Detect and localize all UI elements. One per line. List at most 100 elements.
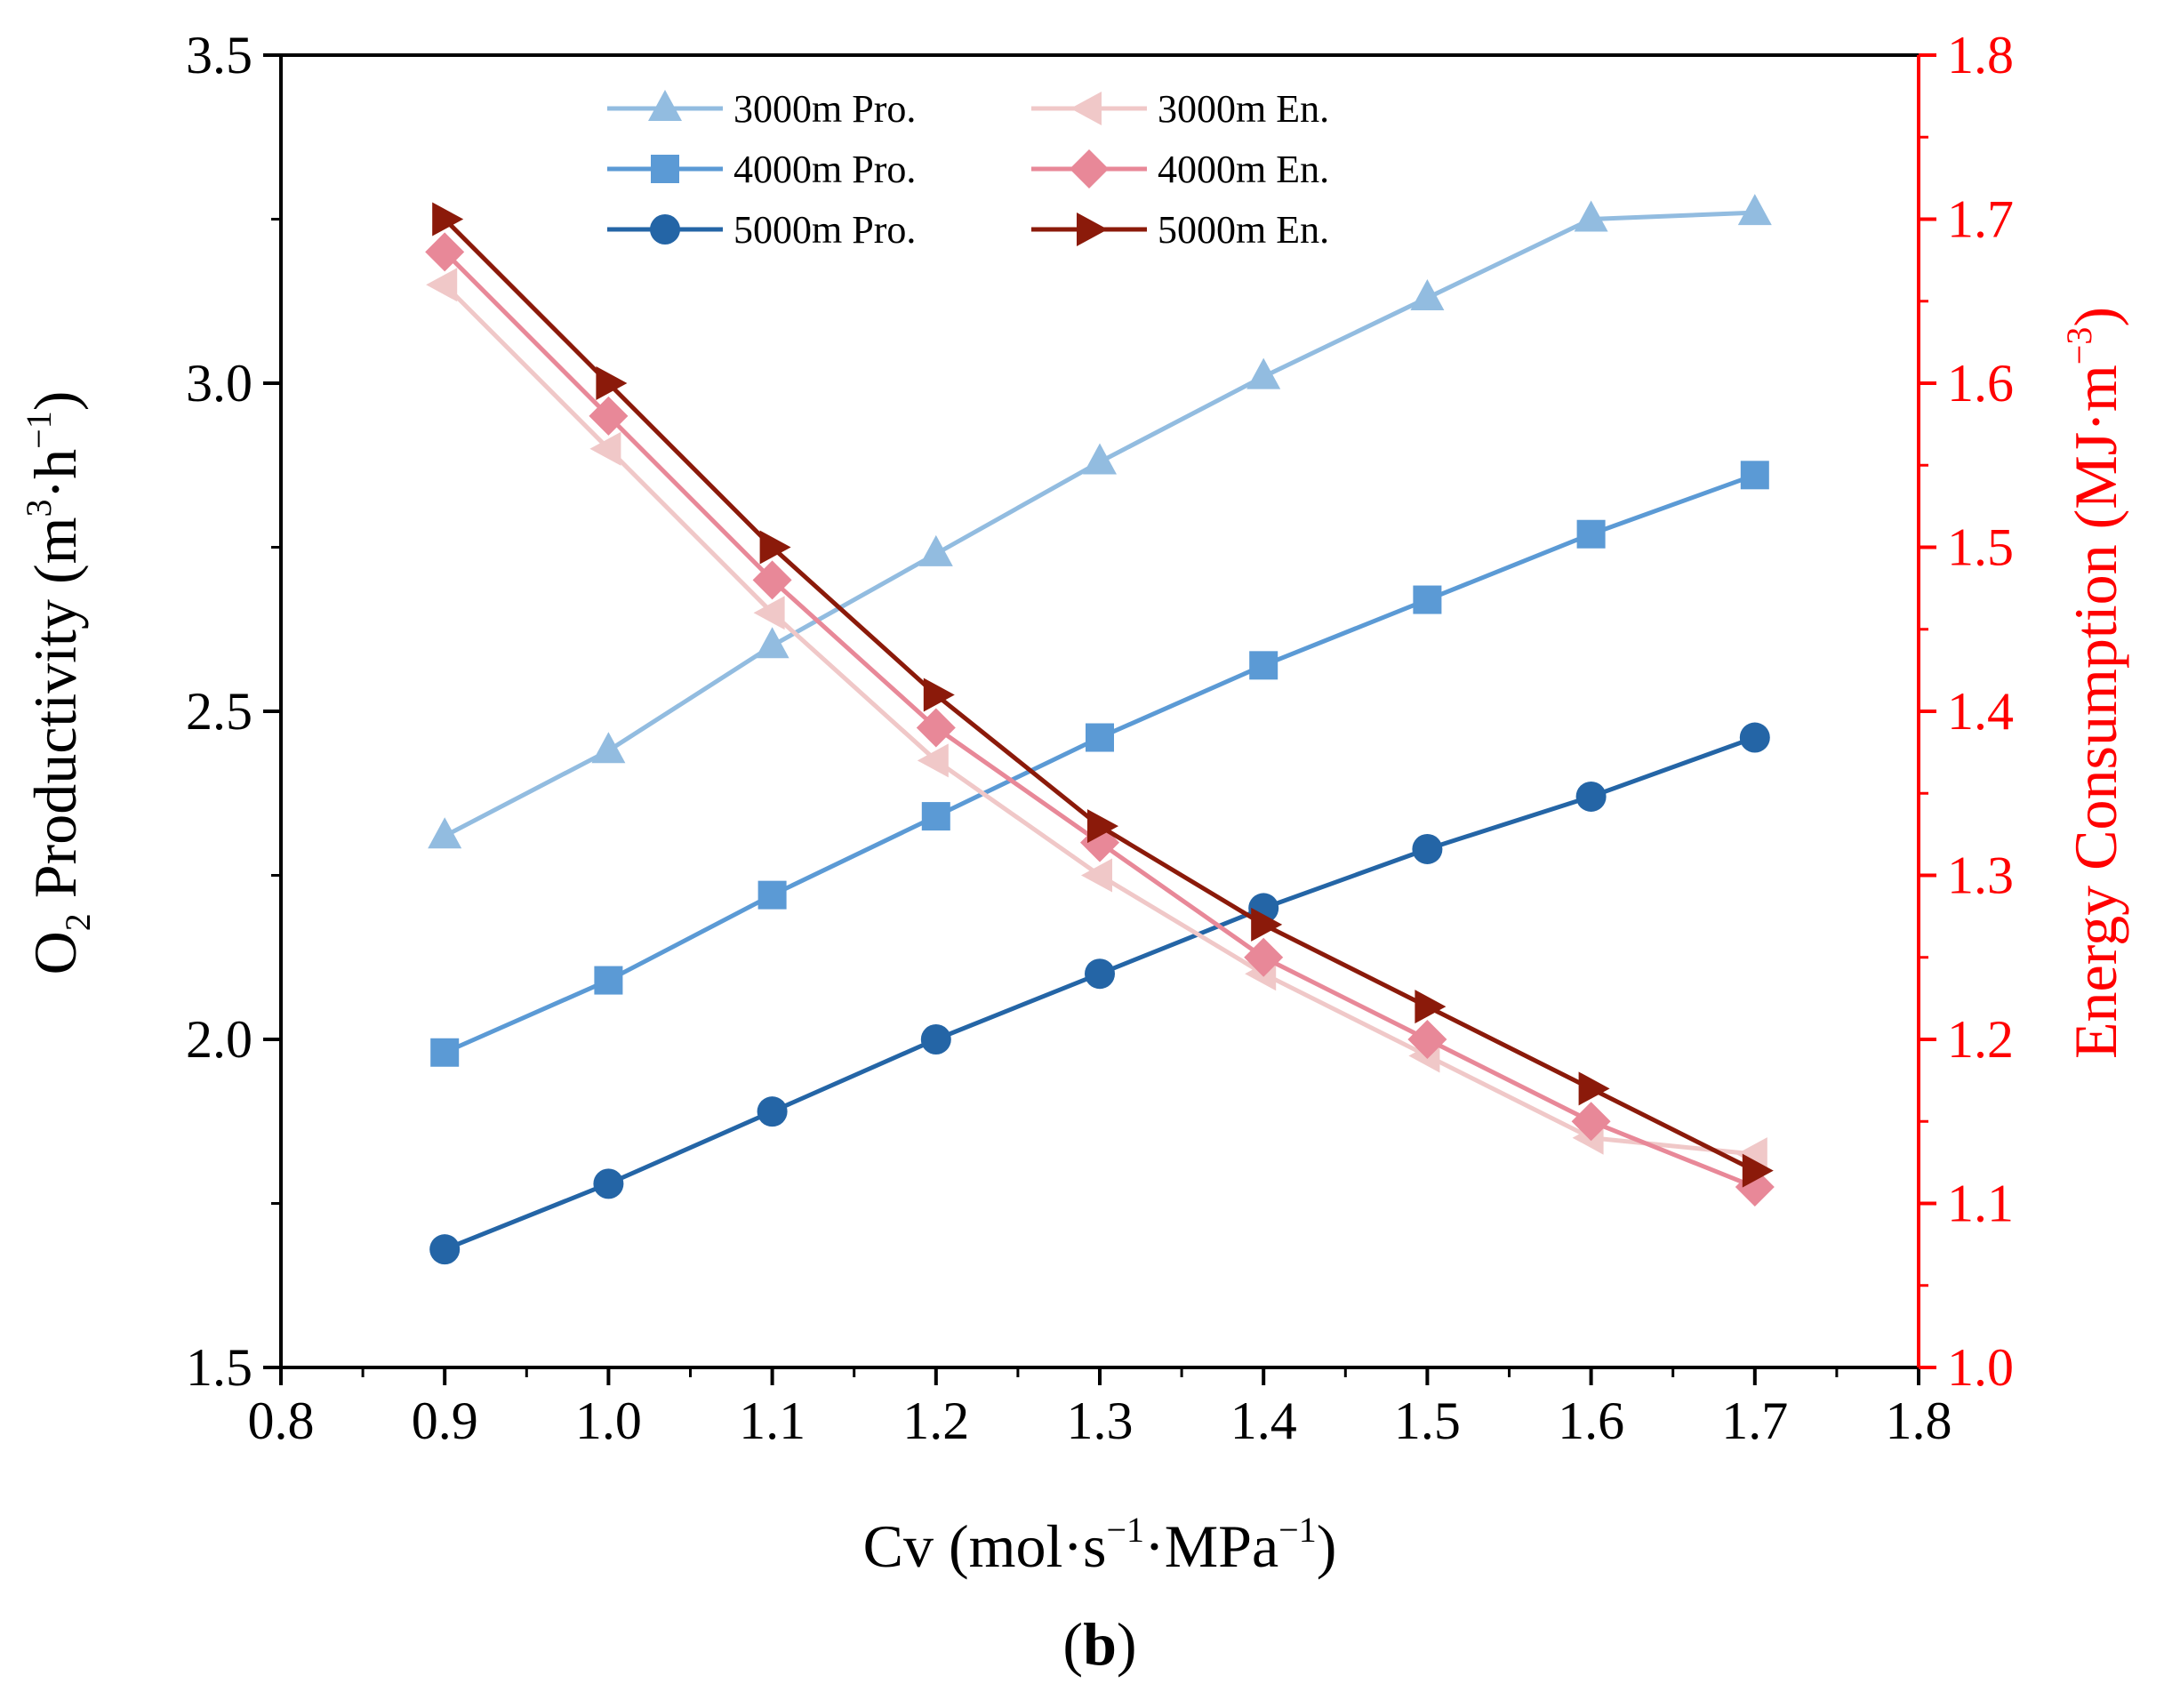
series-5000m-en xyxy=(432,202,1774,1188)
y-axis-right-title: Energy Consumption (MJ·m−3) xyxy=(2059,307,2129,1059)
legend-marker xyxy=(650,214,680,245)
data-point-4000m-en xyxy=(1407,1020,1447,1059)
data-point-4000m-pro xyxy=(1413,585,1442,614)
y-left-tick-label: 2.0 xyxy=(186,1010,252,1069)
y-right-tick-label: 1.0 xyxy=(1947,1338,2014,1397)
series-3000m-pro xyxy=(428,194,1772,849)
y-right-tick-label: 1.1 xyxy=(1947,1175,2014,1233)
series-line-5000m-pro xyxy=(444,735,1756,1252)
legend-marker xyxy=(1070,92,1102,125)
data-point-4000m-en xyxy=(425,232,465,272)
data-point-3000m-pro xyxy=(1574,200,1608,232)
y-right-tick-label: 1.8 xyxy=(1947,26,2014,84)
data-point-4000m-pro xyxy=(1249,651,1278,680)
data-point-5000m-pro xyxy=(1739,722,1770,753)
plot-frame xyxy=(279,53,1920,1369)
legend-label: 5000m Pro. xyxy=(733,208,916,252)
y-left-tick-label: 1.5 xyxy=(186,1338,252,1397)
data-point-3000m-pro xyxy=(1410,279,1445,311)
data-point-4000m-pro xyxy=(757,880,787,910)
data-point-4000m-en xyxy=(589,396,629,436)
data-point-5000m-pro xyxy=(1085,958,1115,990)
series-4000m-pro xyxy=(430,461,1769,1067)
data-point-5000m-en xyxy=(1742,1153,1774,1188)
y-right-tick-label: 1.7 xyxy=(1947,190,2014,249)
data-point-3000m-en xyxy=(426,268,458,302)
x-tick-label: 1.2 xyxy=(902,1391,969,1450)
data-point-3000m-pro xyxy=(755,627,789,659)
y-left-tick-label: 2.5 xyxy=(186,682,252,741)
x-tick-label: 1.0 xyxy=(575,1391,642,1450)
data-point-4000m-pro xyxy=(921,802,950,831)
legend-label: 3000m En. xyxy=(1158,87,1329,131)
legend-marker xyxy=(651,155,679,183)
series-layer xyxy=(425,194,1775,1265)
legend-marker xyxy=(1077,212,1108,246)
x-tick-label: 1.7 xyxy=(1721,1391,1788,1450)
data-point-4000m-pro xyxy=(430,1038,460,1067)
data-point-3000m-en xyxy=(1735,1137,1767,1172)
data-point-4000m-pro xyxy=(1086,723,1114,752)
data-point-4000m-pro xyxy=(594,966,623,995)
data-point-5000m-en xyxy=(1251,907,1283,942)
data-point-4000m-en xyxy=(916,708,956,748)
x-tick-label: 1.5 xyxy=(1394,1391,1461,1450)
data-point-3000m-pro xyxy=(1083,443,1117,475)
data-point-4000m-en xyxy=(1571,1102,1611,1142)
legend-marker xyxy=(648,90,682,121)
legend-label: 4000m Pro. xyxy=(733,148,916,191)
x-tick-label: 1.6 xyxy=(1558,1391,1624,1450)
y-left-tick-label: 3.0 xyxy=(186,354,252,413)
y-right-tick-label: 1.3 xyxy=(1947,846,2014,905)
data-point-3000m-pro xyxy=(918,534,953,566)
legend-label: 5000m En. xyxy=(1158,208,1329,252)
legend-item-3000m-en: 3000m En. xyxy=(1031,87,1329,131)
legend-item-4000m-pro: 4000m Pro. xyxy=(607,148,916,191)
data-point-5000m-en xyxy=(596,366,628,400)
y-right-tick-label: 1.5 xyxy=(1947,518,2014,577)
data-point-5000m-pro xyxy=(1412,833,1443,864)
series-4000m-en xyxy=(425,232,1775,1207)
panel-label: (b) xyxy=(1062,1610,1136,1678)
x-tick-label: 1.4 xyxy=(1230,1391,1297,1450)
y-right-tick-label: 1.6 xyxy=(1947,354,2014,413)
y-right-tick-label: 1.4 xyxy=(1947,682,2014,741)
x-tick-label: 1.1 xyxy=(739,1391,805,1450)
data-point-3000m-pro xyxy=(1246,357,1281,389)
data-point-5000m-en xyxy=(923,678,955,712)
data-point-3000m-en xyxy=(753,596,785,630)
y-left-tick-label: 3.5 xyxy=(186,26,252,84)
legend-item-5000m-pro: 5000m Pro. xyxy=(607,208,916,252)
y-right-tick-label: 1.2 xyxy=(1947,1010,2014,1069)
x-tick-label: 0.9 xyxy=(412,1391,478,1450)
y-axis-right: 1.0 1.1 1.2 1.3 1.4 1.5 1.6 1.7 1.8 xyxy=(1919,26,2014,1397)
series-line-5000m-en xyxy=(443,217,1756,1173)
legend: 3000m Pro. 4000m Pro. 5000m Pro. 3000m En. 4… xyxy=(607,87,1329,252)
legend-label: 4000m En. xyxy=(1158,148,1329,191)
data-point-5000m-en xyxy=(1415,990,1447,1024)
x-axis: 0.8 0.9 1.0 1.1 1.2 1.3 1.4 1.5 1.6 1.7 1.8 xyxy=(248,1367,1952,1450)
data-point-3000m-en xyxy=(917,743,949,778)
data-point-5000m-en xyxy=(1578,1071,1610,1106)
legend-label: 3000m Pro. xyxy=(733,87,916,131)
data-point-5000m-pro xyxy=(429,1234,461,1265)
data-point-5000m-pro xyxy=(593,1168,624,1199)
data-point-4000m-en xyxy=(1244,937,1284,977)
series-5000m-pro xyxy=(429,722,1770,1265)
data-point-5000m-en xyxy=(432,202,464,237)
series-line-4000m-en xyxy=(443,250,1756,1190)
data-point-5000m-pro xyxy=(920,1024,951,1054)
y-axis-left-title: O2 Productivity (m3·h−1) xyxy=(19,391,98,975)
data-point-5000m-en xyxy=(1087,809,1118,844)
x-tick-label: 1.3 xyxy=(1067,1391,1134,1450)
x-axis-title: Cv (mol·s−1·MPa−1) xyxy=(863,1510,1337,1580)
data-point-5000m-pro xyxy=(757,1096,788,1127)
data-point-3000m-pro xyxy=(1737,194,1772,226)
data-point-4000m-en xyxy=(752,560,792,600)
legend-item-3000m-pro: 3000m Pro. xyxy=(607,87,916,131)
legend-item-5000m-en: 5000m En. xyxy=(1031,208,1329,252)
y-axis-left: 1.5 2.0 2.5 3.0 3.5 xyxy=(186,26,281,1397)
data-point-5000m-pro xyxy=(1575,781,1607,812)
legend-item-4000m-en: 4000m En. xyxy=(1031,148,1329,191)
